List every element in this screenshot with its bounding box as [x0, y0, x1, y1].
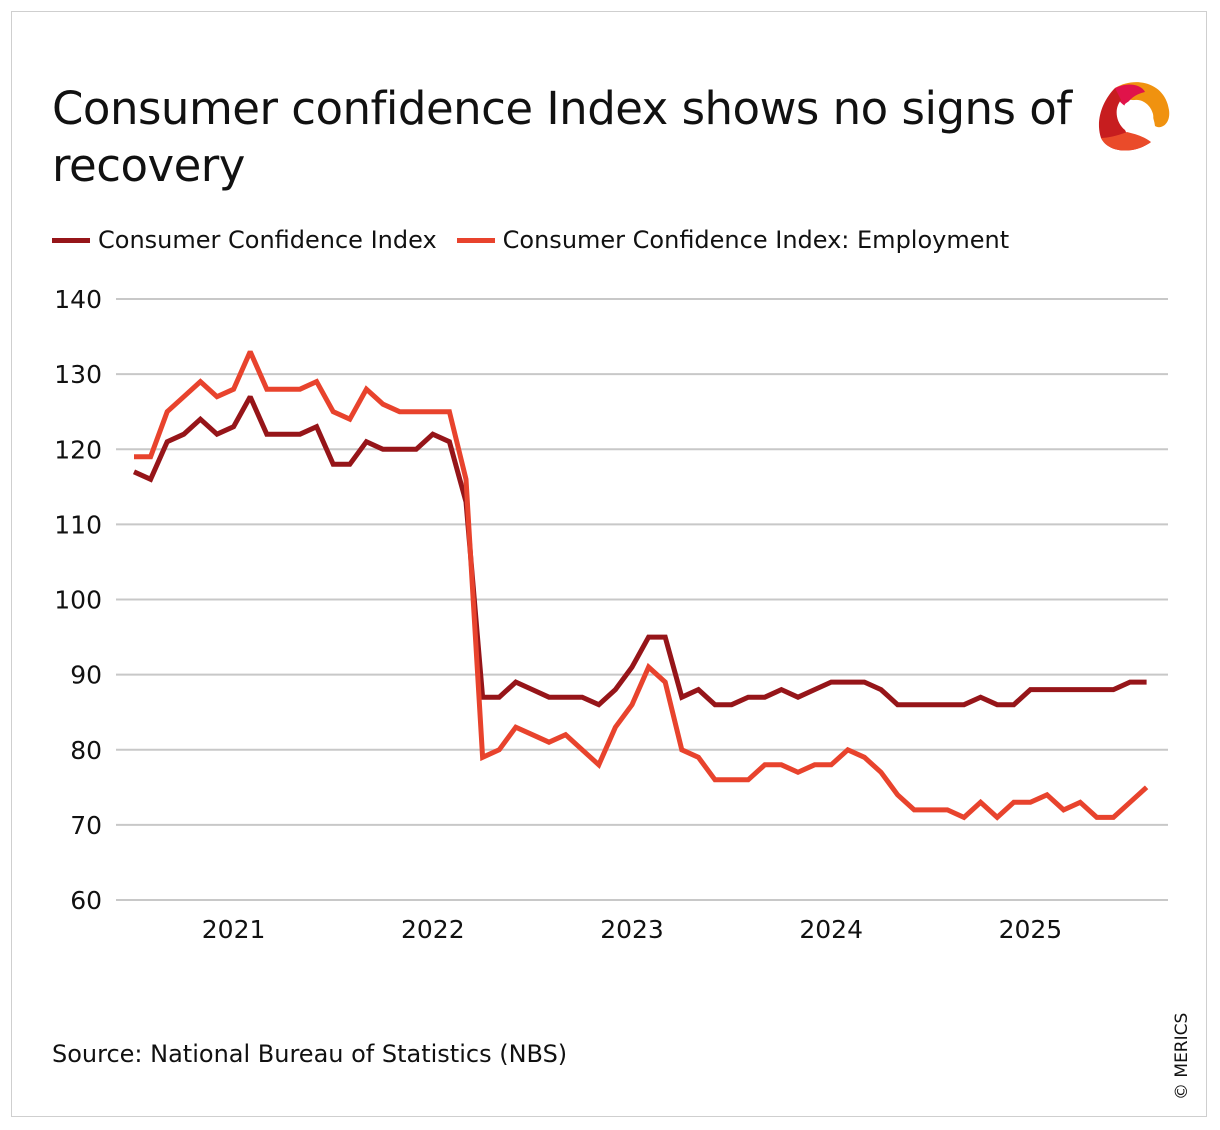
x-tick-label: 2024: [799, 915, 863, 944]
y-tick-label: 80: [70, 736, 102, 765]
legend-label-employment: Consumer Confidence Index: Employment: [502, 226, 1010, 254]
legend-item-employment: Consumer Confidence Index: Employment: [456, 226, 1010, 254]
y-tick-label: 120: [54, 435, 102, 464]
legend-swatch-employment: [456, 237, 495, 243]
x-tick-label: 2021: [202, 915, 266, 944]
legend-item-cci: Consumer Confidence Index: [52, 226, 437, 254]
x-tick-label: 2022: [401, 915, 465, 944]
y-tick-label: 110: [54, 510, 102, 539]
x-tick-label: 2025: [999, 915, 1063, 944]
legend-label-cci: Consumer Confidence Index: [98, 226, 437, 254]
y-tick-label: 100: [54, 586, 102, 615]
series-line-cci: [132, 395, 1147, 708]
merics-logo-icon: [1098, 82, 1170, 151]
y-tick-label: 140: [54, 285, 102, 314]
copyright: © MERICS: [1172, 1012, 1192, 1100]
y-tick-label: 90: [70, 661, 102, 690]
chart-frame: [11, 11, 1207, 1117]
y-tick-label: 70: [70, 811, 102, 840]
legend: Consumer Confidence Index Consumer Confi…: [52, 226, 1029, 254]
series-line-employment: [134, 350, 1149, 821]
x-tick-label: 2023: [600, 915, 664, 944]
source-note: Source: National Bureau of Statistics (N…: [52, 1040, 568, 1068]
legend-swatch-cci: [52, 237, 90, 243]
y-tick-label: 130: [54, 360, 102, 389]
y-tick-label: 60: [70, 886, 102, 915]
chart-title: Consumer confidence Index shows no signs…: [52, 82, 1072, 192]
